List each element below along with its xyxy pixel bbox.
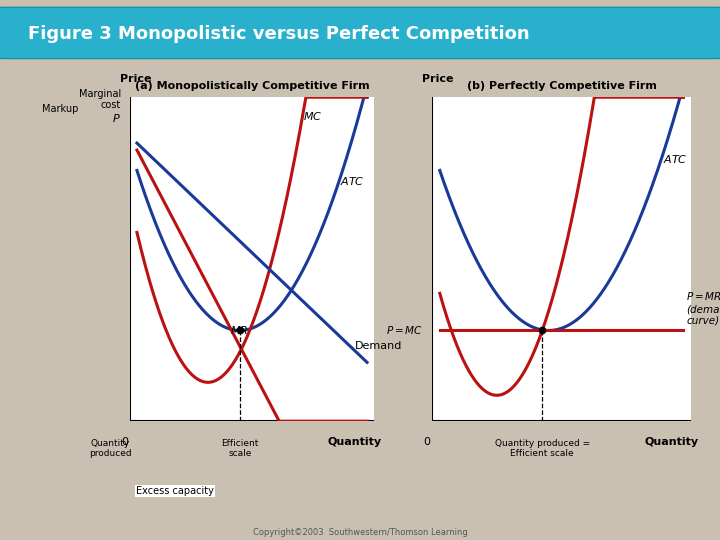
FancyBboxPatch shape bbox=[0, 7, 720, 59]
Text: $P=MC$: $P=MC$ bbox=[386, 325, 423, 336]
Text: Figure 3 Monopolistic versus Perfect Competition: Figure 3 Monopolistic versus Perfect Com… bbox=[28, 25, 530, 43]
Text: $ATC$: $ATC$ bbox=[662, 153, 688, 165]
Text: $ATC$: $ATC$ bbox=[340, 176, 365, 187]
Text: 0: 0 bbox=[423, 437, 431, 448]
Text: Marginal
cost: Marginal cost bbox=[78, 89, 121, 110]
Text: Price: Price bbox=[422, 74, 453, 84]
Text: (b) Perfectly Competitive Firm: (b) Perfectly Competitive Firm bbox=[467, 80, 657, 91]
Text: $P=MR$
(demand
curve): $P=MR$ (demand curve) bbox=[686, 291, 720, 326]
Text: $MC$: $MC$ bbox=[303, 110, 323, 122]
Text: Price: Price bbox=[120, 74, 151, 84]
Text: Quantity: Quantity bbox=[645, 437, 699, 448]
Text: Markup: Markup bbox=[42, 104, 78, 113]
Text: Copyright©2003  Southwestern/Thomson Learning: Copyright©2003 Southwestern/Thomson Lear… bbox=[253, 528, 467, 537]
Text: Efficient
scale: Efficient scale bbox=[221, 439, 258, 458]
Text: Quantity produced =
Efficient scale: Quantity produced = Efficient scale bbox=[495, 439, 590, 458]
Text: (a) Monopolistically Competitive Firm: (a) Monopolistically Competitive Firm bbox=[135, 80, 369, 91]
Text: $P$: $P$ bbox=[112, 112, 121, 124]
Text: $MR$: $MR$ bbox=[230, 324, 248, 336]
Text: 0: 0 bbox=[121, 437, 128, 448]
Text: Quantity
produced: Quantity produced bbox=[89, 439, 132, 458]
Text: Excess capacity: Excess capacity bbox=[136, 486, 214, 496]
Text: Demand: Demand bbox=[355, 341, 402, 351]
Text: Quantity: Quantity bbox=[328, 437, 382, 448]
